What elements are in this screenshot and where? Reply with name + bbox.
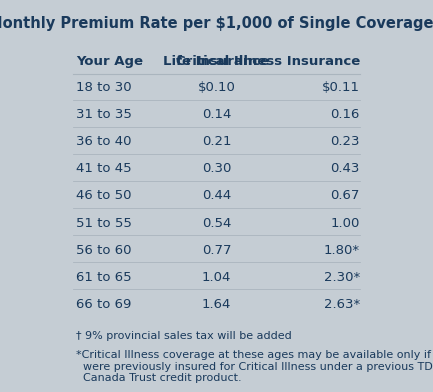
Text: 46 to 50: 46 to 50 [76, 189, 132, 202]
Text: 0.14: 0.14 [202, 108, 231, 121]
Text: 0.67: 0.67 [330, 189, 360, 202]
Text: 1.80*: 1.80* [324, 244, 360, 257]
Text: 1.64: 1.64 [202, 298, 231, 311]
Text: 0.30: 0.30 [202, 162, 231, 175]
Text: Your Age: Your Age [76, 54, 143, 68]
Text: 2.63*: 2.63* [324, 298, 360, 311]
Text: 0.44: 0.44 [202, 189, 231, 202]
Text: 51 to 55: 51 to 55 [76, 216, 132, 230]
Text: 0.77: 0.77 [202, 244, 231, 257]
Text: 66 to 69: 66 to 69 [76, 298, 132, 311]
Text: 0.23: 0.23 [330, 135, 360, 148]
Text: Monthly Premium Rate per $1,000 of Single Coverage †: Monthly Premium Rate per $1,000 of Singl… [0, 16, 433, 31]
Text: † 9% provincial sales tax will be added: † 9% provincial sales tax will be added [76, 332, 292, 341]
Text: $0.10: $0.10 [197, 81, 236, 94]
Text: 0.16: 0.16 [330, 108, 360, 121]
Text: Critical Illness Insurance: Critical Illness Insurance [176, 54, 360, 68]
Text: 31 to 35: 31 to 35 [76, 108, 132, 121]
Text: 18 to 30: 18 to 30 [76, 81, 132, 94]
Text: 41 to 45: 41 to 45 [76, 162, 132, 175]
Text: Life Insurance: Life Insurance [163, 54, 270, 68]
Text: 2.30*: 2.30* [324, 271, 360, 284]
Text: 0.54: 0.54 [202, 216, 231, 230]
Text: 36 to 40: 36 to 40 [76, 135, 132, 148]
Text: 61 to 65: 61 to 65 [76, 271, 132, 284]
Text: 0.21: 0.21 [202, 135, 231, 148]
Text: 1.00: 1.00 [330, 216, 360, 230]
Text: $0.11: $0.11 [322, 81, 360, 94]
Text: 56 to 60: 56 to 60 [76, 244, 132, 257]
Text: 1.04: 1.04 [202, 271, 231, 284]
Text: *Critical Illness coverage at these ages may be available only if you
  were pre: *Critical Illness coverage at these ages… [76, 350, 433, 383]
Text: 0.43: 0.43 [330, 162, 360, 175]
